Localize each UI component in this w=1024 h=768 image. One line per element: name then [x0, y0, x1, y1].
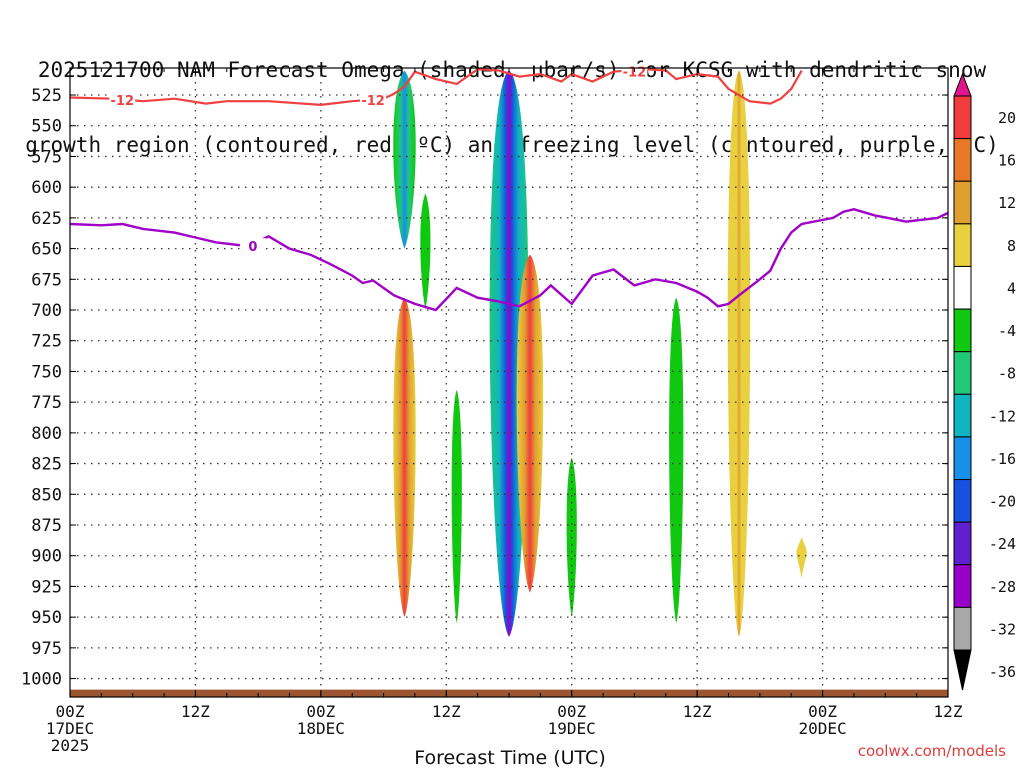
x-tick-label: 12Z: [683, 702, 712, 721]
contour-layer: -12 -12 -12 0: [69, 63, 949, 312]
y-tick-label: 875: [31, 516, 62, 536]
chart-title: 2025121700 NAM Forecast Omega (shaded, μ…: [0, 8, 1024, 183]
colorbar-swatch: [953, 180, 972, 225]
colorbar: 20 16 12 8 4 -4 -8 -12 -16 -20 -24 -28 -32 -36: [953, 72, 1016, 691]
y-tick-label: 850: [31, 485, 62, 505]
colorbar-label: 8: [1007, 237, 1016, 255]
colorbar-label: 4: [1007, 279, 1016, 297]
colorbar-swatch: [953, 606, 972, 651]
dgz-contour-label: -12: [623, 66, 647, 81]
colorbar-swatch: [953, 308, 972, 353]
x-tick-label: 12Z: [934, 702, 963, 721]
colorbar-swatch: [953, 564, 972, 608]
colorbar-swatch: [953, 265, 972, 310]
dgz-contour-label-bg: [109, 91, 136, 106]
x-tick-label: 00Z: [808, 702, 837, 721]
x-tick-label: 00Z: [56, 702, 85, 721]
y-tick-label: 725: [31, 332, 62, 352]
colorbar-swatch: [953, 223, 972, 267]
colorbar-label: 12: [998, 194, 1016, 212]
downward-cell-h44: [516, 254, 544, 593]
upward-cell-h34: [420, 193, 431, 311]
y-tick-label: 675: [31, 270, 62, 290]
colorbar-swatch: [953, 393, 972, 438]
downward-cell-h32: [393, 297, 416, 618]
upward-cell-h42: [489, 70, 529, 637]
y-tick-label: 900: [31, 547, 62, 567]
x-tick-label: 12Z: [432, 702, 461, 721]
credit-text: coolwx.com/models: [857, 742, 1006, 760]
x-tick-label: 17DEC: [46, 719, 94, 738]
title-line-1: 2025121700 NAM Forecast Omega (shaded, μ…: [37, 58, 987, 82]
downward-cell-h64: [727, 70, 751, 637]
freezing-contour-label-bg: [239, 238, 266, 253]
y-tick-label: 825: [31, 455, 62, 475]
colorbar-label: -36: [989, 663, 1016, 681]
dgz-contour-label: -12: [361, 94, 385, 109]
colorbar-label: -24: [989, 535, 1016, 553]
upward-cell-h37: [451, 389, 462, 624]
colorbar-label: -16: [989, 450, 1016, 468]
axes-layer: 525 550 575 600 625 650 675 700 725 750 775 800 825 8…: [21, 67, 963, 755]
y-tick-label: 550: [31, 117, 62, 137]
y-tick-label: 625: [31, 209, 62, 229]
x-tick-label: 20DEC: [798, 719, 846, 738]
y-tick-label: 650: [31, 240, 62, 260]
omega-shading-layer: [70, 70, 948, 697]
colorbar-swatch: [953, 95, 972, 140]
colorbar-label: 16: [998, 152, 1016, 170]
x-tick-label: 12Z: [181, 702, 210, 721]
y-tick-label: 800: [31, 424, 62, 444]
y-tick-label: 575: [31, 147, 62, 167]
x-tick-label: 19DEC: [548, 719, 596, 738]
colorbar-label: -20: [989, 493, 1016, 511]
y-tick-label: 1000: [21, 670, 62, 690]
x-tick-label: 00Z: [306, 702, 335, 721]
colorbar-label: -28: [989, 578, 1016, 596]
upward-cell-h58: [669, 297, 684, 624]
colorbar-label: -8: [998, 365, 1016, 383]
colorbar-swatch: [953, 138, 972, 182]
y-tick-label: 950: [31, 608, 62, 628]
downward-cell-h70: [796, 537, 807, 578]
x-axis-label: Forecast Time (UTC): [414, 747, 605, 768]
colorbar-swatch: [953, 521, 972, 566]
colorbar-label: -32: [989, 620, 1016, 638]
y-tick-label: 775: [31, 393, 62, 413]
colorbar-swatch: [953, 351, 972, 395]
y-tick-label: 975: [31, 639, 62, 659]
colorbar-bottom-arrow: [953, 649, 972, 691]
colorbar-swatch: [953, 436, 972, 481]
dgz-minus12-contour: [69, 68, 803, 107]
y-tick-label: 700: [31, 301, 62, 321]
dgz-contour-label: -12: [111, 94, 135, 109]
colorbar-label: -12: [989, 407, 1016, 425]
x-tick-label: 2025: [51, 736, 90, 755]
x-tick-label: 00Z: [557, 702, 586, 721]
y-tick-label: 525: [31, 86, 62, 106]
colorbar-label: 20: [998, 109, 1016, 127]
y-tick-label: 600: [31, 178, 62, 198]
x-tick-label: 18DEC: [297, 719, 345, 738]
colorbar-label: -4: [998, 322, 1016, 340]
dgz-contour-label-bg: [360, 91, 387, 106]
freezing-contour-label: 0: [248, 240, 257, 255]
y-tick-label: 925: [31, 577, 62, 597]
upward-cell-h32: [393, 70, 416, 249]
plot-frame: [69, 67, 949, 698]
colorbar-top-arrow: [953, 72, 972, 97]
colorbar-swatch: [953, 479, 972, 523]
y-tick-label: 750: [31, 362, 62, 382]
